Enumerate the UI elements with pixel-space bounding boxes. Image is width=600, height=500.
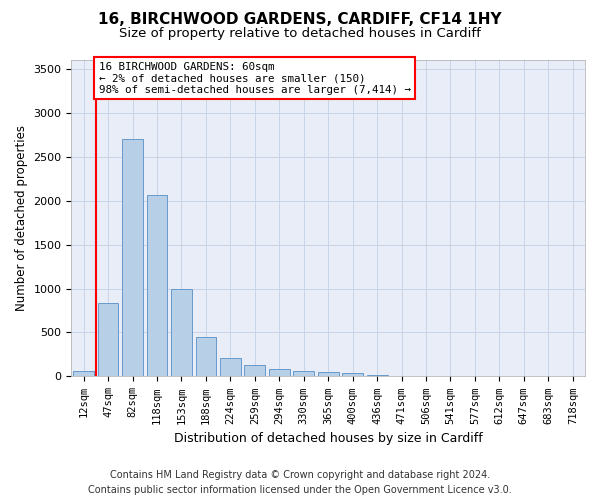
Bar [73, 371, 94, 376]
Bar [146, 196, 167, 376]
Bar [293, 370, 314, 376]
Y-axis label: Number of detached properties: Number of detached properties [15, 125, 28, 311]
Text: 16, BIRCHWOOD GARDENS, CARDIFF, CF14 1HY: 16, BIRCHWOOD GARDENS, CARDIFF, CF14 1HY [98, 12, 502, 28]
Bar [318, 372, 338, 376]
Bar [244, 364, 265, 376]
Bar [342, 374, 363, 376]
Bar [98, 304, 118, 376]
Text: Size of property relative to detached houses in Cardiff: Size of property relative to detached ho… [119, 28, 481, 40]
Bar [196, 337, 217, 376]
Bar [367, 374, 388, 376]
Text: 16 BIRCHWOOD GARDENS: 60sqm
← 2% of detached houses are smaller (150)
98% of sem: 16 BIRCHWOOD GARDENS: 60sqm ← 2% of deta… [99, 62, 411, 95]
Bar [171, 288, 192, 376]
X-axis label: Distribution of detached houses by size in Cardiff: Distribution of detached houses by size … [174, 432, 482, 445]
Bar [269, 369, 290, 376]
Text: Contains HM Land Registry data © Crown copyright and database right 2024.
Contai: Contains HM Land Registry data © Crown c… [88, 470, 512, 495]
Bar [220, 358, 241, 376]
Bar [122, 139, 143, 376]
